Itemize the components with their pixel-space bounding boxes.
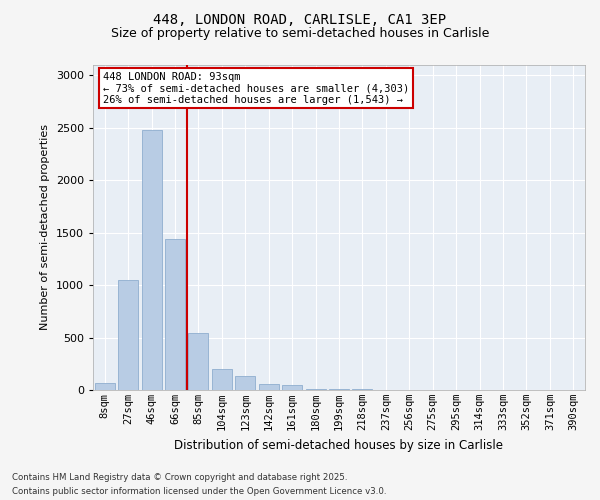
Bar: [142, 130, 161, 390]
Bar: [329, 389, 349, 390]
Text: Contains HM Land Registry data © Crown copyright and database right 2025.: Contains HM Land Registry data © Crown c…: [12, 474, 347, 482]
Bar: [188, 333, 208, 390]
Bar: [235, 376, 255, 390]
Bar: [165, 239, 185, 390]
Bar: [282, 386, 302, 390]
Text: Size of property relative to semi-detached houses in Carlisle: Size of property relative to semi-detach…: [111, 28, 489, 40]
Text: Contains public sector information licensed under the Open Government Licence v3: Contains public sector information licen…: [12, 487, 386, 496]
Bar: [259, 384, 278, 390]
Y-axis label: Number of semi-detached properties: Number of semi-detached properties: [40, 124, 50, 330]
X-axis label: Distribution of semi-detached houses by size in Carlisle: Distribution of semi-detached houses by …: [175, 438, 503, 452]
Bar: [212, 369, 232, 390]
Text: 448 LONDON ROAD: 93sqm
← 73% of semi-detached houses are smaller (4,303)
26% of : 448 LONDON ROAD: 93sqm ← 73% of semi-det…: [103, 72, 409, 104]
Bar: [95, 383, 115, 390]
Bar: [118, 280, 138, 390]
Text: 448, LONDON ROAD, CARLISLE, CA1 3EP: 448, LONDON ROAD, CARLISLE, CA1 3EP: [154, 12, 446, 26]
Bar: [305, 389, 326, 390]
